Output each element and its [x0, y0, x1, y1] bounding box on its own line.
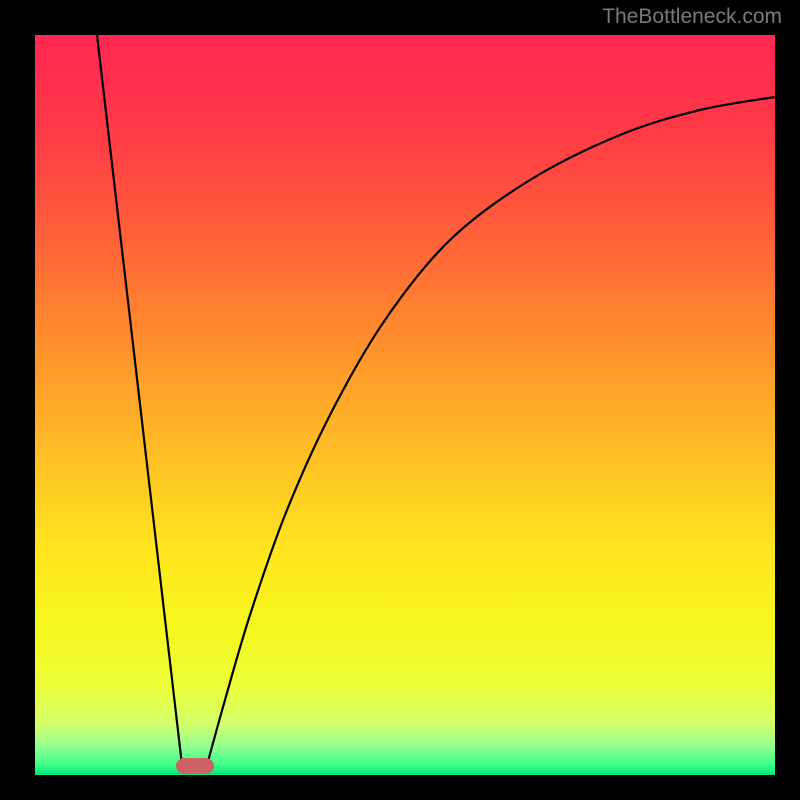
left-line — [97, 35, 182, 765]
right-curve — [207, 97, 775, 765]
curve-overlay — [35, 35, 775, 775]
plot-area — [35, 35, 775, 775]
watermark-text: TheBottleneck.com — [602, 5, 782, 29]
minimum-marker — [176, 758, 214, 774]
